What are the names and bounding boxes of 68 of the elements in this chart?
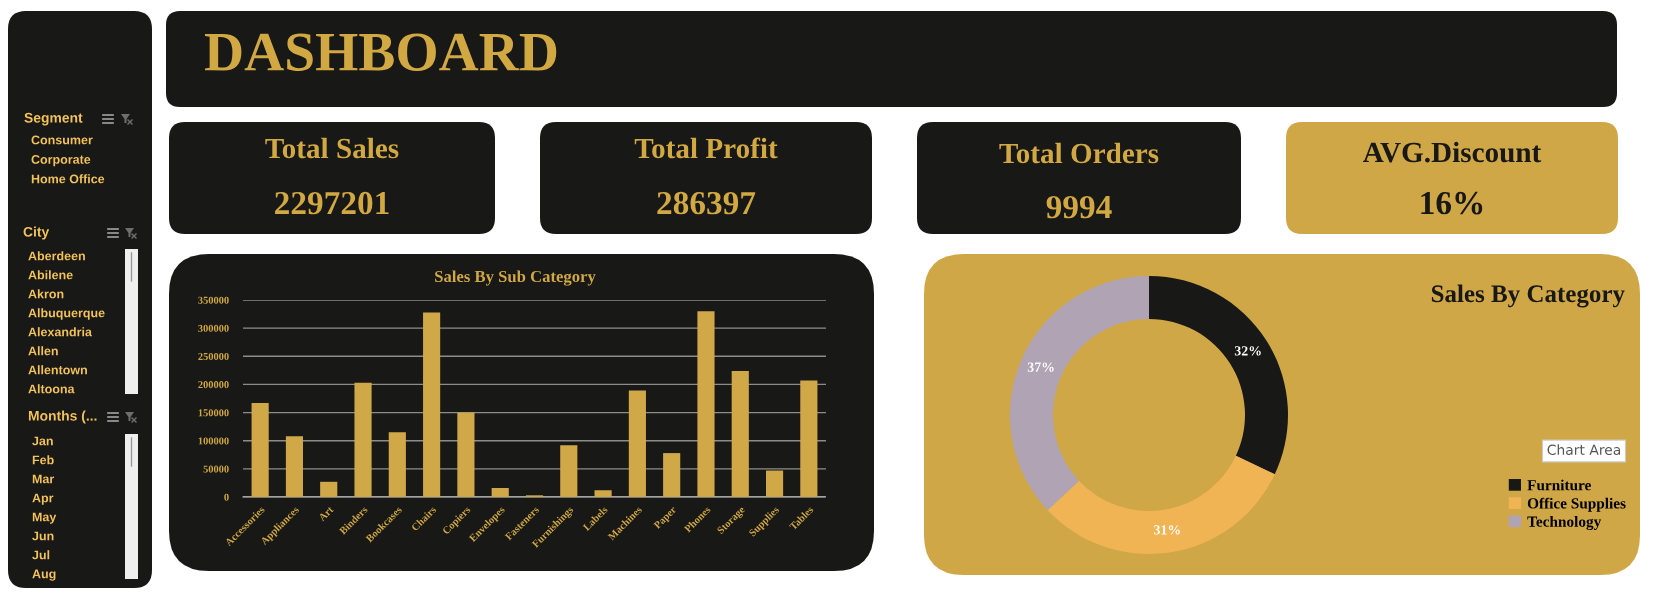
x-tick-label: Art	[318, 505, 334, 522]
bar	[251, 403, 269, 497]
bar	[628, 390, 646, 497]
legend-label: Office Supplies	[1527, 497, 1626, 512]
bar	[697, 311, 715, 497]
y-tick-label: 150000	[198, 409, 229, 417]
legend-label: Furniture	[1527, 479, 1591, 491]
text: Albuquerque	[28, 308, 105, 320]
text: Aug	[32, 569, 56, 581]
text: Akron	[28, 289, 64, 299]
data-label: 32%	[1234, 346, 1261, 356]
text: DASHBOARD	[204, 33, 557, 71]
y-tick-label: 50000	[203, 465, 229, 473]
text: Mar	[32, 474, 55, 484]
chart-title: Sales By Sub Category	[435, 270, 596, 286]
text: 9994	[1046, 195, 1112, 219]
y-tick-label: 100000	[198, 437, 229, 445]
text: Allen	[28, 346, 58, 356]
text: Total Orders	[999, 142, 1159, 164]
text: Home Office	[31, 174, 105, 184]
donut-slice	[1010, 276, 1149, 511]
text: Jun	[32, 531, 54, 541]
text: Total Profit	[634, 137, 778, 159]
bar	[320, 481, 338, 497]
text: 2297201	[275, 191, 389, 215]
text: Abilene	[28, 270, 73, 280]
bar	[388, 432, 406, 497]
text: Aberdeen	[28, 251, 85, 261]
data-label: 31%	[1154, 525, 1180, 535]
donut-slice	[1047, 455, 1275, 554]
y-tick-label: 350000	[198, 296, 229, 304]
text: Allentown	[28, 365, 87, 375]
text: May	[32, 512, 57, 524]
text: 286397	[657, 191, 756, 215]
bar	[731, 370, 749, 497]
bar	[663, 453, 681, 497]
text: Months (...	[28, 410, 97, 424]
text: Chart Area	[1547, 444, 1621, 456]
text: Alexandria	[28, 327, 92, 337]
bar	[423, 312, 441, 497]
text: Feb	[32, 455, 54, 465]
text: Altoona	[28, 384, 75, 394]
text: Consumer	[31, 135, 93, 145]
text: Segment	[24, 112, 83, 126]
bar	[765, 470, 784, 497]
y-tick-label: 0	[224, 493, 229, 501]
text: Corporate	[31, 155, 91, 167]
bar	[594, 490, 612, 497]
chart-title: Sales By Category	[1431, 284, 1625, 308]
text: 16%	[1421, 191, 1483, 215]
y-tick-label: 250000	[198, 352, 229, 360]
text: City	[23, 226, 50, 240]
text: Apr	[32, 493, 54, 505]
bar	[285, 436, 304, 497]
donut-slice	[1149, 276, 1288, 475]
bar	[457, 412, 475, 497]
bar	[491, 487, 509, 497]
bar	[800, 380, 818, 497]
text: Total Sales	[265, 137, 399, 159]
y-tick-label: 200000	[198, 381, 229, 389]
legend-label: Technology	[1527, 516, 1602, 530]
y-tick-label: 300000	[198, 324, 229, 332]
bar	[560, 445, 578, 497]
text: Jan	[32, 436, 53, 446]
data-label: 37%	[1027, 362, 1054, 372]
text: AVG.Discount	[1363, 141, 1542, 163]
bar	[354, 382, 372, 497]
text: Jul	[32, 550, 50, 560]
